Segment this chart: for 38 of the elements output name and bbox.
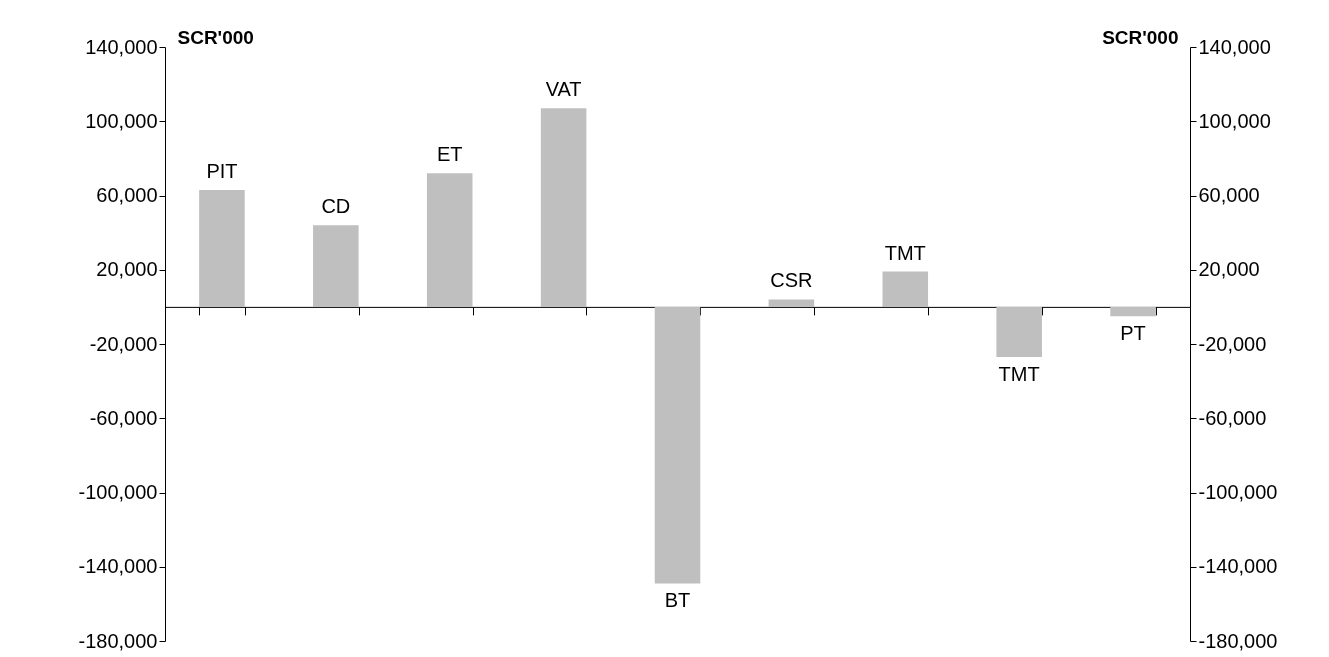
y2-tick-label: -20,000 xyxy=(1198,332,1267,355)
y2-tick-label: 140,000 xyxy=(1198,35,1271,58)
bar xyxy=(882,271,929,307)
y2-tick-label: -180,000 xyxy=(1198,629,1278,652)
x-tick-label: CSR xyxy=(770,269,813,292)
bar xyxy=(654,306,701,584)
bar xyxy=(313,225,359,307)
y2-axis-title: SCR'000 xyxy=(1102,26,1179,48)
x-tick-label: VAT xyxy=(545,78,582,101)
y-tick-label: 20,000 xyxy=(96,258,158,281)
y-tick-label: -60,000 xyxy=(89,406,158,429)
bar xyxy=(1110,306,1156,317)
y2-tick-label: 20,000 xyxy=(1198,258,1260,281)
bar xyxy=(768,299,815,307)
x-tick-label: TMT xyxy=(998,362,1040,385)
y-tick-label: 140,000 xyxy=(85,35,158,58)
y-tick-label: -20,000 xyxy=(89,332,158,355)
y-tick-label: 60,000 xyxy=(96,184,158,206)
x-tick-label: TMT xyxy=(884,241,926,264)
y2-tick-label: -100,000 xyxy=(1198,481,1278,503)
bar xyxy=(540,108,587,307)
y-tick-label: -100,000 xyxy=(78,481,158,503)
bar xyxy=(996,306,1042,357)
x-tick-label: PT xyxy=(1120,322,1146,345)
y2-tick-label: 100,000 xyxy=(1198,109,1271,132)
y2-tick-label: -140,000 xyxy=(1198,555,1278,578)
x-tick-label: BT xyxy=(664,589,691,612)
y-tick-label: -140,000 xyxy=(78,555,158,578)
y-axis-title: SCR'000 xyxy=(177,26,254,48)
bar xyxy=(199,189,245,307)
x-tick-label: PIT xyxy=(206,159,238,182)
bar xyxy=(426,173,473,307)
y-tick-label: 100,000 xyxy=(85,109,158,132)
y-tick-label: -180,000 xyxy=(78,629,158,652)
y2-tick-label: -60,000 xyxy=(1198,406,1267,429)
x-tick-label: CD xyxy=(321,195,351,218)
x-tick-label: ET xyxy=(436,143,463,166)
y2-tick-label: 60,000 xyxy=(1198,184,1260,206)
